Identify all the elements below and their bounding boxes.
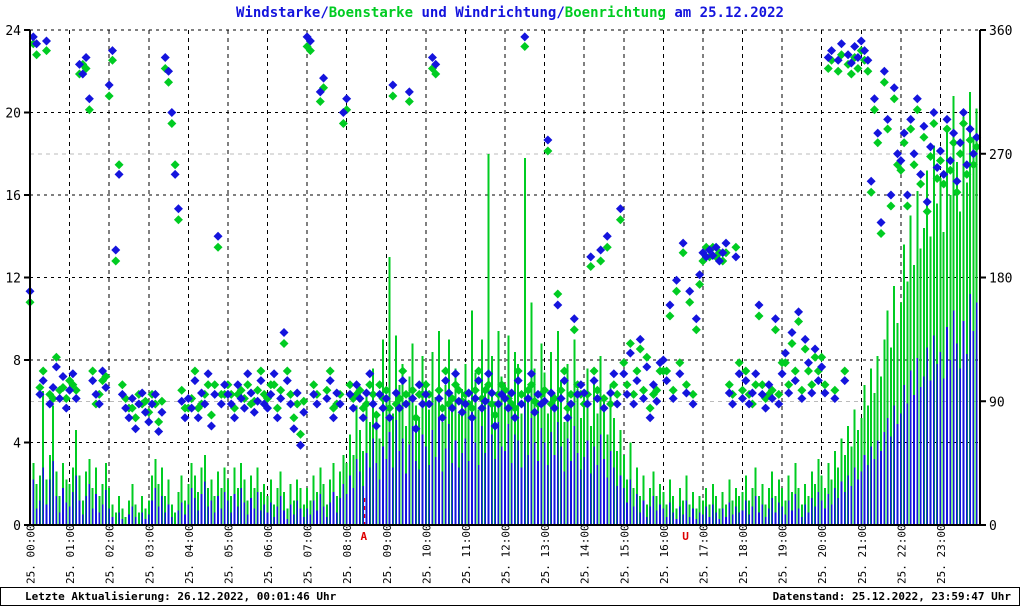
svg-text:0: 0 [13,519,21,534]
svg-text:25. 07:00: 25. 07:00 [302,524,315,584]
svg-text:25. 06:00: 25. 06:00 [262,524,275,584]
svg-text:25. 17:00: 25. 17:00 [697,524,710,584]
title-segment: am 25.12.2022 [665,5,784,21]
svg-text:A: A [360,530,367,543]
y-axis-right-labels: 0 90 180 270 360 [980,24,1012,534]
wind-chart-plot: A U 0 4 8 12 16 20 24 0 90 180 270 360 25. 00:00 25. 01… [5,24,1012,584]
chart-title: Windstarke/Boenstarke und Windrichtung/B… [0,5,1020,21]
svg-text:8: 8 [13,354,21,369]
svg-text:25. 21:00: 25. 21:00 [856,524,869,584]
svg-text:25. 14:00: 25. 14:00 [579,524,592,584]
windrichtung-diamonds [25,32,982,450]
svg-text:25. 16:00: 25. 16:00 [658,524,671,584]
svg-text:25. 20:00: 25. 20:00 [816,524,829,584]
svg-text:20: 20 [5,107,21,122]
svg-text:25. 01:00: 25. 01:00 [64,524,77,584]
svg-text:25. 00:00: 25. 00:00 [25,524,38,584]
svg-text:270: 270 [989,148,1012,163]
svg-text:4: 4 [13,437,21,452]
title-segment: und [413,5,456,21]
svg-text:25. 08:00: 25. 08:00 [341,524,354,584]
title-segment: Windstarke [236,5,321,21]
svg-text:16: 16 [5,189,21,204]
boenstarke-impulses [29,91,978,525]
title-segment: / [320,5,329,21]
sun-marker-A: A [360,498,367,543]
x-axis-labels: 25. 00:00 25. 01:00 25. 02:00 25. 03:00 25. … [25,524,948,584]
svg-text:25. 09:00: 25. 09:00 [381,524,394,584]
svg-text:25. 15:00: 25. 15:00 [618,524,631,584]
svg-text:0: 0 [989,519,997,534]
svg-text:25. 12:00: 25. 12:00 [500,524,513,584]
title-segment: Boenrichtung [564,5,666,21]
svg-text:25. 23:00: 25. 23:00 [935,524,948,584]
svg-text:U: U [682,530,689,543]
title-segment: Windrichtung [455,5,557,21]
title-segment: Boenstarke [328,5,414,21]
svg-text:25. 05:00: 25. 05:00 [222,524,235,584]
svg-text:90: 90 [989,395,1005,410]
boenrichtung-diamonds [25,39,982,439]
svg-text:25. 11:00: 25. 11:00 [460,524,473,584]
svg-text:12: 12 [5,272,21,287]
svg-text:25. 13:00: 25. 13:00 [539,524,552,584]
svg-text:25. 22:00: 25. 22:00 [895,524,908,584]
windstarke-impulses [29,294,978,525]
svg-text:180: 180 [989,272,1012,287]
svg-text:25. 19:00: 25. 19:00 [777,524,790,584]
footer-bar: Letzte Aktualisierung: 26.12.2022, 00:01… [0,587,1020,606]
title-segment: / [556,5,565,21]
y-axis-left-labels: 0 4 8 12 16 20 24 [5,24,30,534]
svg-text:25. 10:00: 25. 10:00 [420,524,433,584]
svg-text:360: 360 [989,24,1012,39]
svg-text:25. 18:00: 25. 18:00 [737,524,750,584]
svg-text:24: 24 [5,24,21,39]
svg-text:25. 02:00: 25. 02:00 [104,524,117,584]
sun-marker-U: U [682,498,689,543]
data-timestamp-text: Datenstand: 25.12.2022, 23:59:47 Uhr [772,590,1011,603]
svg-text:25. 04:00: 25. 04:00 [183,524,196,584]
last-update-text: Letzte Aktualisierung: 26.12.2022, 00:01… [25,590,337,603]
svg-text:25. 03:00: 25. 03:00 [143,524,156,584]
